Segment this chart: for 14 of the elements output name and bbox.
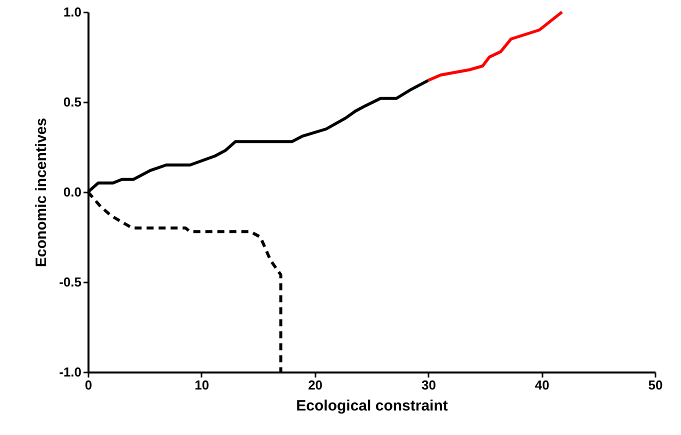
x-tick-label: 10 bbox=[194, 378, 210, 392]
x-tick-label: 30 bbox=[421, 378, 436, 392]
x-tick-label: 20 bbox=[308, 378, 323, 392]
x-tick-label: 40 bbox=[534, 378, 550, 392]
x-tick-label: 0 bbox=[84, 378, 92, 392]
x-tick-label: 50 bbox=[648, 378, 663, 392]
y-tick-label: -1.0 bbox=[59, 364, 82, 380]
y-tick-label: -0.5 bbox=[59, 274, 82, 290]
y-tick-label: 0.0 bbox=[63, 184, 82, 200]
y-tick-label: 1.0 bbox=[63, 4, 82, 20]
x-axis-title: Ecological constraint bbox=[296, 398, 448, 414]
y-axis-title: Economic incentives bbox=[33, 118, 50, 268]
line-series bbox=[426, 10, 564, 82]
y-tick-label: 0.5 bbox=[63, 94, 82, 110]
